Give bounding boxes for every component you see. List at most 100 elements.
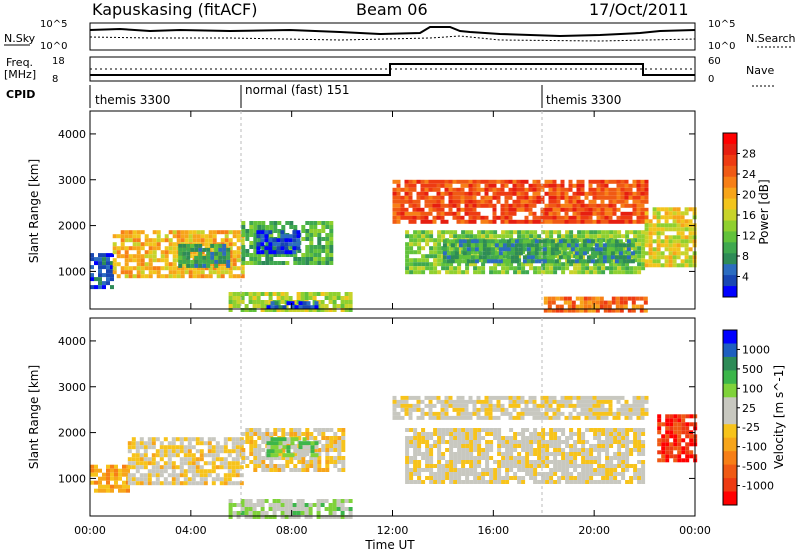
data-cell [220, 266, 225, 271]
data-cell [421, 258, 426, 263]
data-cell [541, 440, 546, 444]
data-cell [207, 441, 212, 446]
data-cell [444, 183, 449, 188]
data-cell [608, 411, 613, 416]
data-cell [453, 464, 458, 468]
data-cell [620, 179, 625, 184]
data-cell [139, 445, 144, 450]
data-cell [182, 259, 187, 264]
data-cell [585, 480, 590, 484]
data-cell [409, 436, 414, 440]
data-cell [171, 469, 176, 474]
data-cell [484, 187, 489, 192]
data-cell [280, 246, 285, 251]
data-cell [284, 507, 289, 511]
data-cell [619, 308, 624, 313]
data-cell [644, 251, 649, 256]
data-cell [660, 227, 665, 232]
data-cell [685, 446, 690, 451]
data-cell [676, 251, 681, 256]
data-cell [492, 215, 497, 220]
data-cell [204, 242, 209, 247]
data-cell [549, 460, 554, 464]
data-cell [460, 219, 465, 224]
data-cell [600, 187, 605, 192]
data-cell [441, 480, 446, 484]
data-cell [472, 411, 477, 416]
data-cell [568, 183, 573, 188]
data-cell [444, 203, 449, 208]
x-axis-label: Time UT [364, 538, 415, 552]
data-cell [321, 436, 326, 440]
data-cell [118, 488, 122, 493]
colorbar-tick-label: 20 [742, 189, 756, 202]
data-cell [639, 296, 644, 301]
data-cell [114, 484, 118, 489]
data-cell [305, 464, 310, 468]
data-cell [249, 233, 254, 237]
data-cell [581, 440, 586, 444]
data-cell [490, 239, 495, 244]
data-cell [556, 183, 561, 188]
data-cell [336, 296, 341, 300]
data-cell [449, 444, 454, 448]
data-cell [176, 270, 181, 275]
data-cell [131, 465, 136, 470]
data-cell [462, 251, 467, 256]
data-cell [536, 403, 541, 408]
data-cell [249, 432, 254, 436]
data-cell [516, 203, 521, 208]
data-cell [512, 399, 517, 404]
data-cell [593, 428, 598, 432]
data-cell [536, 179, 541, 184]
data-cell [569, 254, 574, 259]
data-cell [348, 515, 353, 519]
data-cell [593, 448, 598, 452]
data-cell [644, 407, 649, 412]
data-cell [676, 207, 681, 212]
data-cell [616, 399, 621, 404]
data-cell [235, 465, 240, 470]
data-cell [239, 481, 244, 486]
data-cell [420, 179, 425, 184]
data-cell [579, 304, 584, 309]
data-cell [432, 187, 437, 192]
data-cell [637, 234, 642, 239]
data-cell [593, 432, 598, 436]
data-cell [572, 403, 577, 408]
data-cell [453, 428, 458, 432]
data-cell [673, 434, 678, 439]
data-cell [608, 399, 613, 404]
data-cell [305, 253, 310, 257]
data-cell [219, 457, 224, 462]
data-cell [618, 247, 623, 252]
data-cell [641, 444, 646, 448]
data-cell [657, 442, 662, 447]
data-cell [562, 247, 567, 252]
data-cell [400, 395, 405, 400]
data-cell [617, 262, 622, 267]
data-cell [637, 440, 642, 444]
data-cell [489, 432, 494, 436]
data-cell [584, 191, 589, 196]
data-cell [584, 395, 589, 400]
data-cell [605, 266, 610, 271]
data-cell [409, 480, 414, 484]
data-cell [617, 432, 622, 436]
data-cell [392, 407, 397, 412]
data-cell [664, 207, 669, 212]
data-cell [260, 234, 265, 239]
data-cell [568, 179, 573, 184]
data-cell [561, 452, 566, 456]
data-cell [305, 245, 310, 249]
data-cell [484, 395, 489, 400]
data-cell [601, 480, 606, 484]
data-cell [282, 445, 287, 450]
data-cell [620, 403, 625, 408]
data-cell [637, 476, 642, 480]
data-cell [544, 403, 549, 408]
data-cell [413, 266, 418, 271]
data-cell [485, 460, 490, 464]
data-cell [273, 456, 278, 460]
data-cell [90, 253, 94, 258]
